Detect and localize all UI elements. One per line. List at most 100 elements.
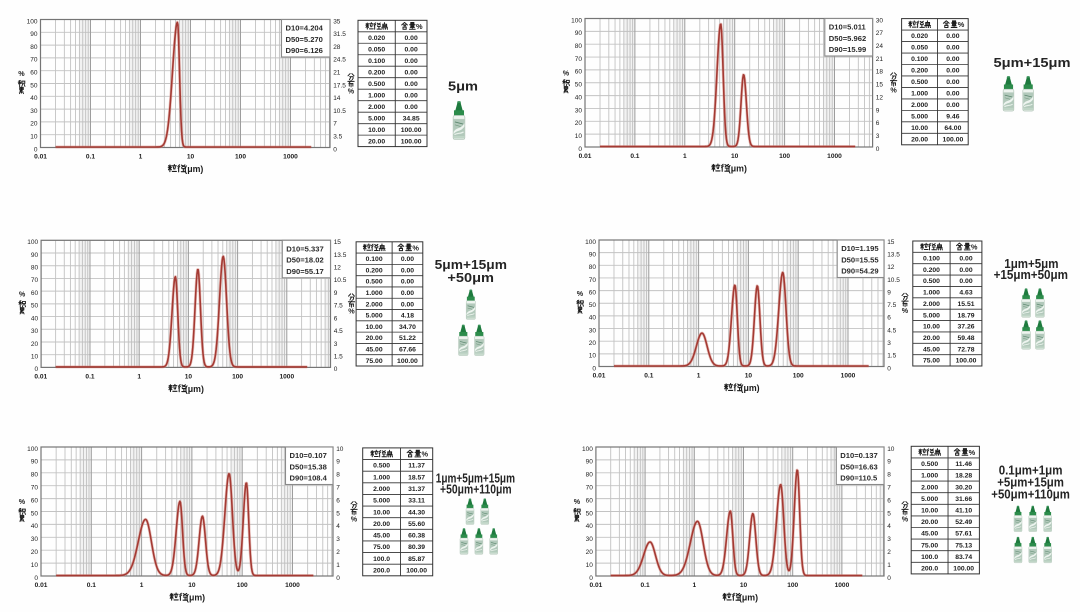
svg-text:0.500: 0.500 bbox=[366, 279, 383, 286]
svg-text:10: 10 bbox=[589, 353, 597, 360]
svg-text:2.000: 2.000 bbox=[366, 301, 383, 308]
svg-text:20: 20 bbox=[575, 120, 583, 127]
svg-text:6: 6 bbox=[336, 497, 340, 504]
svg-text:0.01: 0.01 bbox=[34, 154, 47, 161]
svg-text:10.00: 10.00 bbox=[366, 324, 383, 331]
svg-text:55.60: 55.60 bbox=[408, 521, 425, 528]
svg-text:0.050: 0.050 bbox=[911, 45, 928, 52]
svg-text:D10=5.337: D10=5.337 bbox=[286, 244, 323, 253]
svg-text:+50μm+110μm: +50μm+110μm bbox=[440, 483, 512, 497]
svg-text:50: 50 bbox=[31, 510, 39, 517]
svg-text:1μm+5μm+15μm: 1μm+5μm+15μm bbox=[436, 471, 515, 485]
svg-text:13.5: 13.5 bbox=[887, 251, 900, 258]
svg-text:0.01: 0.01 bbox=[579, 153, 592, 160]
svg-text:7: 7 bbox=[333, 121, 337, 128]
svg-text:44.30: 44.30 bbox=[408, 509, 425, 516]
svg-text:18.28: 18.28 bbox=[955, 473, 972, 480]
svg-text:67.66: 67.66 bbox=[399, 346, 416, 353]
svg-text:%: % bbox=[958, 20, 965, 29]
svg-text:40: 40 bbox=[30, 95, 38, 102]
svg-text:+50μm: +50μm bbox=[447, 271, 494, 285]
svg-text:200.0: 200.0 bbox=[921, 566, 938, 573]
svg-text:10: 10 bbox=[336, 446, 344, 453]
svg-text:100: 100 bbox=[793, 373, 804, 380]
svg-text:(μm): (μm) bbox=[728, 163, 747, 173]
svg-text:10: 10 bbox=[740, 582, 748, 589]
svg-text:9: 9 bbox=[876, 107, 880, 114]
svg-text:0.100: 0.100 bbox=[911, 56, 928, 63]
svg-text:D50=16.63: D50=16.63 bbox=[840, 462, 877, 471]
svg-text:0.00: 0.00 bbox=[401, 301, 414, 308]
svg-text:1: 1 bbox=[137, 373, 141, 380]
svg-text:9: 9 bbox=[887, 459, 891, 466]
svg-text:30.20: 30.20 bbox=[955, 484, 972, 491]
svg-text:6: 6 bbox=[334, 315, 338, 322]
svg-text:4.18: 4.18 bbox=[401, 313, 414, 320]
svg-text:10: 10 bbox=[731, 153, 739, 160]
svg-text:1000: 1000 bbox=[285, 582, 300, 589]
svg-text:+15μm+50μm: +15μm+50μm bbox=[994, 268, 1068, 282]
svg-text:20: 20 bbox=[30, 121, 38, 128]
svg-text:0.500: 0.500 bbox=[921, 461, 938, 468]
svg-text:0.00: 0.00 bbox=[959, 278, 972, 285]
svg-text:59.48: 59.48 bbox=[958, 335, 975, 342]
svg-text:0.100: 0.100 bbox=[923, 255, 940, 262]
svg-text:%: % bbox=[577, 289, 584, 298]
svg-text:0.200: 0.200 bbox=[368, 69, 385, 76]
svg-text:1: 1 bbox=[887, 562, 891, 569]
svg-text:5.000: 5.000 bbox=[366, 313, 383, 320]
svg-text:0.1: 0.1 bbox=[87, 582, 96, 589]
svg-text:100.00: 100.00 bbox=[401, 127, 422, 134]
svg-text:0.01: 0.01 bbox=[593, 373, 606, 380]
svg-text:8: 8 bbox=[336, 472, 340, 479]
svg-text:37.26: 37.26 bbox=[958, 324, 975, 331]
svg-text:17.5: 17.5 bbox=[333, 82, 346, 89]
svg-text:1.000: 1.000 bbox=[923, 290, 940, 297]
svg-text:0.00: 0.00 bbox=[959, 255, 972, 262]
svg-text:0.200: 0.200 bbox=[366, 267, 383, 274]
svg-text:10: 10 bbox=[185, 373, 193, 380]
svg-text:2.000: 2.000 bbox=[368, 104, 385, 111]
svg-text:0.00: 0.00 bbox=[959, 267, 972, 274]
svg-text:60: 60 bbox=[589, 289, 597, 296]
svg-text:+5μm+15μm: +5μm+15μm bbox=[997, 475, 1064, 489]
svg-text:D50=15.38: D50=15.38 bbox=[290, 462, 327, 471]
svg-text:45.00: 45.00 bbox=[373, 533, 390, 540]
svg-text:20.00: 20.00 bbox=[373, 521, 390, 528]
svg-text:20: 20 bbox=[589, 340, 597, 347]
svg-text:80: 80 bbox=[589, 264, 597, 271]
svg-text:20.00: 20.00 bbox=[911, 136, 928, 143]
svg-text:0: 0 bbox=[333, 146, 337, 153]
svg-text:70: 70 bbox=[31, 277, 39, 284]
svg-text:70: 70 bbox=[30, 57, 38, 64]
svg-text:11.46: 11.46 bbox=[955, 461, 972, 468]
svg-text:10.00: 10.00 bbox=[911, 125, 928, 132]
svg-text:D10=0.107: D10=0.107 bbox=[290, 451, 327, 460]
svg-text:34.70: 34.70 bbox=[399, 324, 416, 331]
svg-text:0.00: 0.00 bbox=[405, 35, 418, 42]
svg-text:0.01: 0.01 bbox=[34, 373, 47, 380]
svg-text:100.00: 100.00 bbox=[956, 358, 977, 365]
svg-text:85.87: 85.87 bbox=[408, 556, 425, 563]
svg-text:100: 100 bbox=[232, 373, 243, 380]
svg-text:1000: 1000 bbox=[835, 582, 850, 589]
svg-text:100: 100 bbox=[237, 582, 248, 589]
svg-text:30: 30 bbox=[586, 536, 594, 543]
svg-text:1: 1 bbox=[683, 153, 687, 160]
svg-text:7.5: 7.5 bbox=[887, 302, 896, 309]
svg-text:(μm): (μm) bbox=[741, 383, 760, 393]
svg-text:75.00: 75.00 bbox=[366, 358, 383, 365]
svg-text:10: 10 bbox=[188, 582, 196, 589]
svg-text:70: 70 bbox=[31, 485, 39, 492]
svg-text:60: 60 bbox=[575, 69, 583, 76]
svg-text:20: 20 bbox=[31, 549, 39, 556]
svg-text:%: % bbox=[902, 306, 909, 315]
svg-text:%: % bbox=[19, 497, 26, 506]
svg-text:30: 30 bbox=[589, 327, 597, 334]
svg-text:100.00: 100.00 bbox=[401, 138, 422, 145]
svg-text:5.000: 5.000 bbox=[368, 115, 385, 122]
svg-text:7.5: 7.5 bbox=[334, 303, 343, 310]
svg-text:200.0: 200.0 bbox=[373, 567, 390, 574]
svg-text:80: 80 bbox=[586, 472, 594, 479]
svg-text:0.100: 0.100 bbox=[368, 58, 385, 65]
